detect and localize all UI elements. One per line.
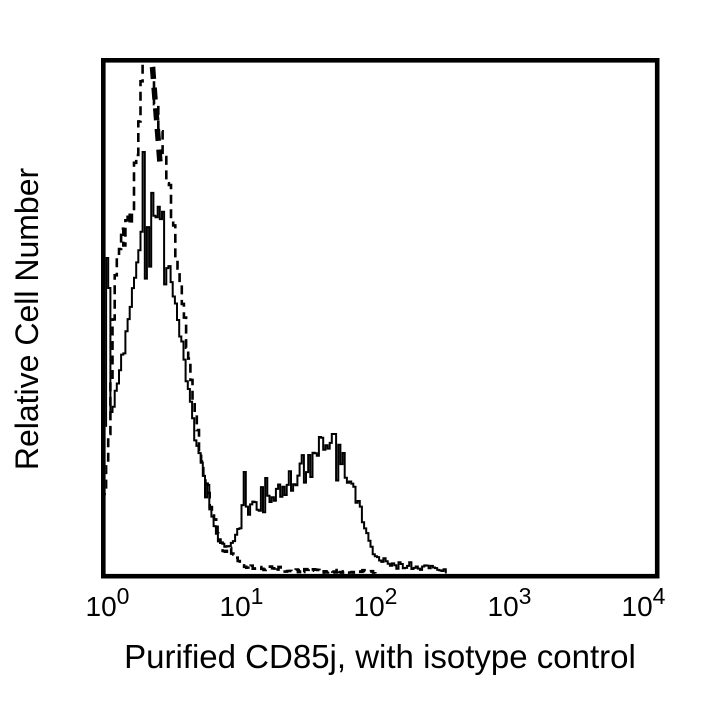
svg-text:Purified CD85j, with isotype c: Purified CD85j, with isotype control bbox=[124, 638, 636, 675]
svg-text:100: 100 bbox=[86, 583, 130, 622]
svg-text:Relative Cell Number: Relative Cell Number bbox=[9, 167, 45, 470]
svg-text:103: 103 bbox=[488, 583, 532, 622]
svg-text:104: 104 bbox=[622, 583, 666, 622]
svg-text:101: 101 bbox=[220, 583, 264, 622]
svg-text:102: 102 bbox=[354, 583, 398, 622]
